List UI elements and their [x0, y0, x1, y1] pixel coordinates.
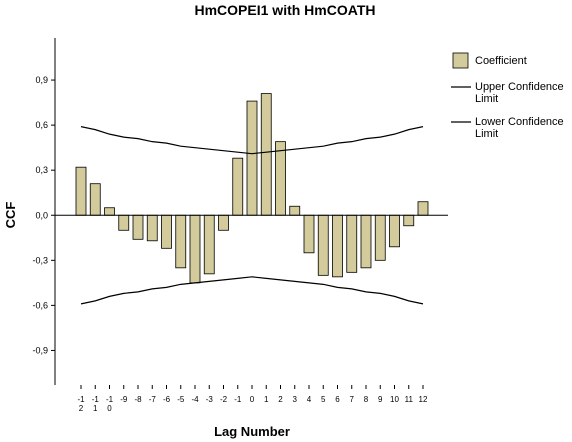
x-tick-label: 2: [278, 395, 283, 404]
bar: [132, 214, 144, 240]
x-tick-label: -1: [234, 395, 242, 404]
bar: [360, 214, 372, 269]
x-tick-label: 10: [390, 395, 399, 404]
bar: [89, 183, 101, 216]
y-tick-label: -0,9: [32, 345, 48, 355]
x-tick-label: -12: [77, 395, 85, 413]
x-tick-label: 6: [335, 395, 340, 404]
x-tick-label: -6: [162, 395, 171, 404]
x-tick-label: 9: [378, 395, 383, 404]
x-tick-label: -8: [134, 395, 142, 404]
bar: [346, 214, 358, 273]
x-tick-label: 4: [306, 395, 312, 404]
bar: [332, 214, 343, 278]
x-tick-label: 1: [264, 395, 269, 404]
x-tick-label: -2: [219, 395, 228, 404]
bar: [403, 214, 415, 227]
y-tick-label: 0,9: [35, 75, 48, 85]
bar: [118, 214, 130, 231]
legend-swatch: [452, 52, 469, 69]
bar: [232, 157, 244, 216]
bar: [389, 214, 400, 248]
x-tick-label: -11: [91, 395, 99, 413]
x-tick-label: 12: [418, 395, 428, 404]
bar: [289, 205, 301, 216]
bar: [203, 214, 215, 275]
legend-label: Coefficient: [475, 55, 527, 67]
bar: [175, 214, 187, 269]
x-tick-label: 0: [249, 395, 255, 404]
y-axis-label: CCF: [3, 202, 18, 229]
y-tick-label: 0,0: [35, 210, 48, 220]
x-tick-label: 5: [321, 395, 326, 404]
x-tick-label: 7: [349, 395, 354, 404]
confidence-line: [80, 276, 424, 305]
bar: [246, 100, 258, 216]
x-tick-label: -9: [120, 395, 128, 404]
x-tick-label: -10: [105, 395, 114, 413]
x-tick-label: 8: [363, 395, 369, 404]
bar: [374, 214, 386, 261]
bar: [161, 214, 172, 249]
y-tick-label: 0,3: [35, 165, 48, 175]
bar: [75, 166, 87, 216]
bar: [260, 93, 272, 216]
bar: [189, 214, 201, 284]
legend-label: Upper Confidence Limit: [475, 81, 564, 105]
bar: [303, 214, 315, 254]
bar: [317, 214, 329, 276]
x-axis-label: Lag Number: [214, 424, 290, 439]
x-tick-label: 3: [292, 395, 297, 404]
legend-label: Lower Confidence Limit: [475, 116, 564, 140]
x-tick-label: -3: [205, 395, 213, 404]
bar: [146, 214, 158, 242]
y-tick-label: 0,6: [35, 120, 48, 130]
chart-title: HmCOPEI1 with HmCOATH: [195, 2, 376, 18]
y-tick-label: -0,3: [32, 255, 48, 265]
x-tick-label: 11: [404, 395, 413, 404]
bar: [275, 141, 286, 216]
bar: [218, 214, 229, 231]
x-tick-label: -5: [177, 395, 185, 404]
bar: [104, 207, 115, 216]
x-tick-label: -7: [148, 395, 156, 404]
x-tick-label: -4: [191, 395, 199, 404]
y-tick-label: -0,6: [32, 300, 48, 310]
bar: [417, 201, 429, 216]
confidence-line: [80, 126, 424, 155]
